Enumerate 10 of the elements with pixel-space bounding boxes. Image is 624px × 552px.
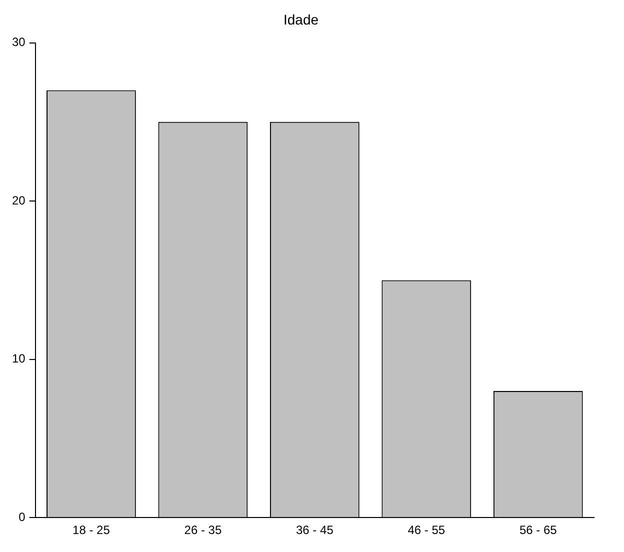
x-tick-label: 36 - 45 bbox=[296, 523, 334, 538]
chart-title: Idade bbox=[283, 11, 319, 28]
x-tick-label: 46 - 55 bbox=[408, 523, 446, 538]
y-tick-label: 30 bbox=[12, 35, 26, 50]
x-tick-label: 26 - 35 bbox=[184, 523, 222, 538]
y-tick-label: 10 bbox=[12, 352, 26, 366]
y-tick-label: 20 bbox=[12, 193, 26, 208]
x-tick-label: 56 - 65 bbox=[519, 523, 558, 538]
x-tick-label: 18 - 25 bbox=[72, 523, 110, 538]
y-tick-label: 0 bbox=[18, 510, 26, 524]
